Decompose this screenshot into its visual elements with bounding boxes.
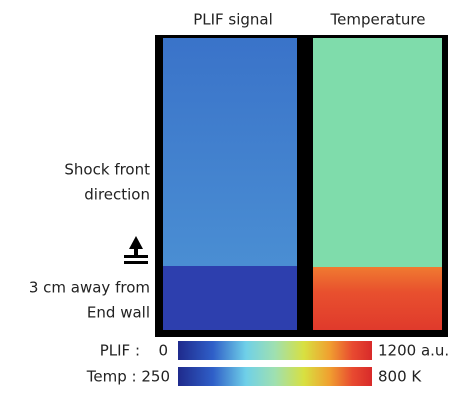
side-label: 3 cm away from (29, 279, 150, 297)
colorbar (178, 367, 372, 386)
side-label: direction (84, 186, 150, 204)
panel-title: Temperature (329, 11, 425, 29)
colorbar-max: 1200 a.u. (378, 342, 449, 360)
plif-image-endwall (163, 266, 297, 330)
colorbar-label: Temp : 250 (86, 368, 170, 386)
side-label: Shock front (64, 161, 150, 179)
colorbar (178, 341, 372, 360)
temperature-image-endwall (313, 267, 442, 330)
figure: PLIF signal Temperature Shock front dire… (0, 0, 460, 389)
colorbar-min: 0 (158, 342, 168, 360)
colorbar-label: PLIF : (100, 342, 140, 360)
colorbar-max: 800 K (378, 368, 422, 386)
side-label: End wall (87, 304, 150, 322)
temperature-image (313, 38, 442, 267)
panel-title: PLIF signal (193, 11, 273, 29)
arrow-icon (124, 236, 148, 264)
plif-image (163, 38, 297, 266)
